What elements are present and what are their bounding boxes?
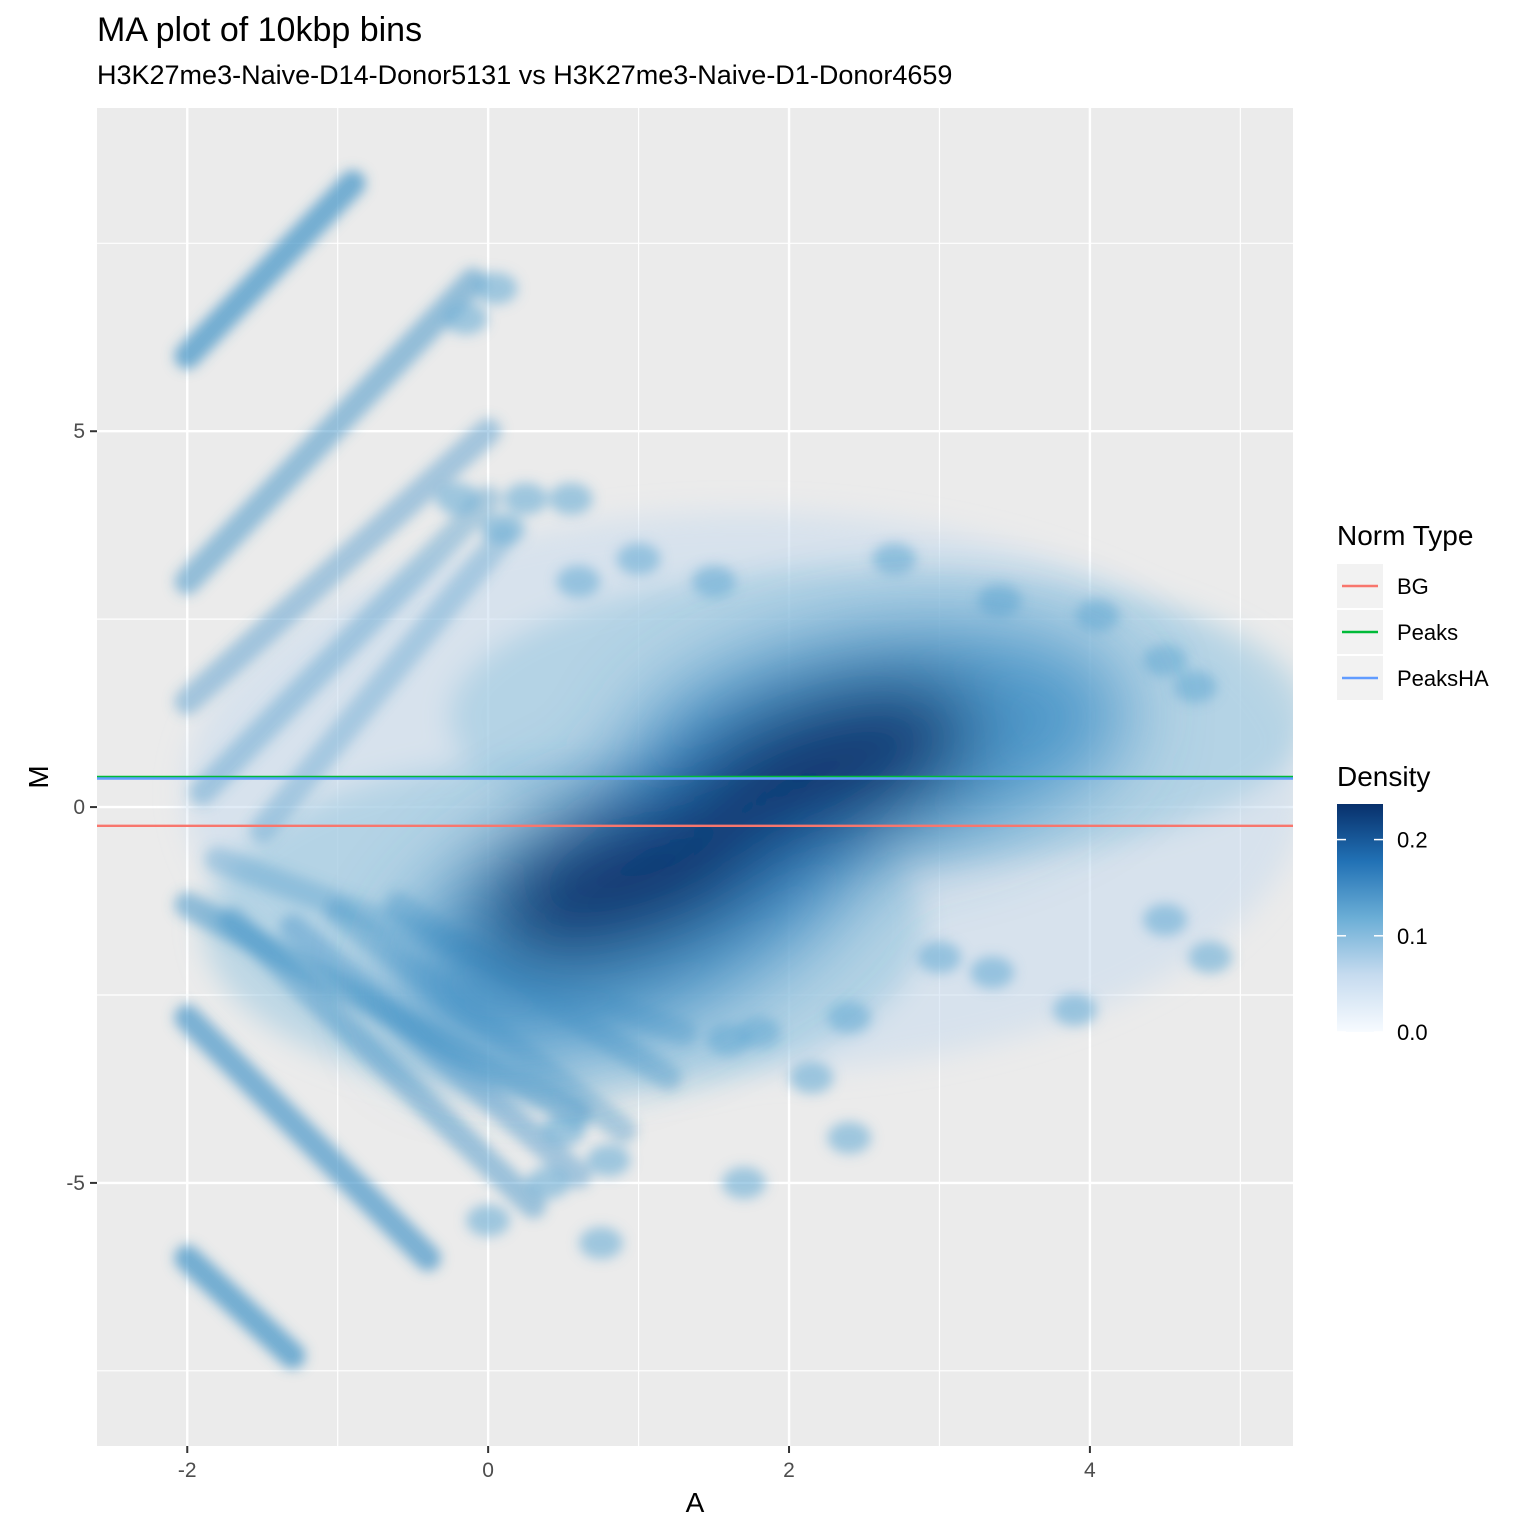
- density-layer: [174, 170, 1293, 1369]
- chart-title: MA plot of 10kbp bins: [97, 11, 422, 49]
- norm-lines: [97, 775, 1293, 828]
- norm-type-legend: BG Peaks PeaksHA: [1337, 564, 1489, 700]
- density-band: [174, 418, 502, 715]
- density-blob: [466, 1204, 511, 1237]
- density-blob: [616, 543, 661, 576]
- density-blob: [827, 1001, 872, 1034]
- y-tick-label: 0: [73, 796, 85, 819]
- x-tick-label: 4: [1084, 1459, 1096, 1482]
- density-legend-title: Density: [1337, 761, 1430, 792]
- density-peak: [689, 680, 979, 844]
- density-blob: [436, 482, 481, 515]
- density-blob: [526, 1166, 571, 1199]
- x-axis-title: A: [686, 1487, 705, 1518]
- density-band: [279, 914, 592, 1189]
- density-blob: [1188, 941, 1233, 974]
- density-blob: [827, 1121, 872, 1154]
- density-band: [219, 906, 547, 1219]
- density-band: [174, 267, 487, 595]
- x-tick-label: 0: [482, 1459, 494, 1482]
- density-band: [174, 1245, 306, 1369]
- density-band: [189, 485, 502, 806]
- density-colorbar: [1337, 804, 1383, 1032]
- density-blob: [977, 584, 1022, 617]
- x-axis-ticks: -2 0 2 4: [178, 1446, 1096, 1482]
- density-blob: [1143, 644, 1188, 677]
- x-tick-label: 2: [783, 1459, 795, 1482]
- density-blob: [578, 1227, 623, 1260]
- density-band: [174, 1004, 441, 1272]
- density-blob: [789, 1061, 834, 1094]
- legend-label-peaksha: PeaksHA: [1397, 666, 1489, 691]
- y-tick-label: -5: [66, 1172, 85, 1195]
- density-blob: [541, 1114, 586, 1147]
- y-axis-ticks: -5 0 5: [66, 420, 97, 1195]
- norm-type-legend-title: Norm Type: [1337, 520, 1473, 551]
- density-peak: [479, 801, 768, 964]
- density-blob: [1173, 670, 1218, 703]
- x-tick-label: -2: [178, 1459, 197, 1482]
- density-blob: [721, 1166, 766, 1199]
- legend-label-peaks: Peaks: [1397, 620, 1458, 645]
- density-blob: [503, 482, 548, 515]
- density-blob: [443, 302, 488, 335]
- chart-subtitle: H3K27me3-Naive-D14-Donor5131 vs H3K27me3…: [97, 60, 952, 90]
- density-blob: [691, 565, 736, 598]
- density-blob: [1075, 599, 1120, 632]
- density-blob: [917, 941, 962, 974]
- density-tick-label: 0.2: [1397, 828, 1428, 853]
- density-blob: [556, 565, 601, 598]
- density-band: [249, 523, 517, 843]
- density-blob: [548, 482, 593, 515]
- density-blob: [970, 956, 1015, 989]
- density-blob: [473, 272, 518, 305]
- density-tick-label: 0.1: [1397, 924, 1428, 949]
- density-blob: [1143, 903, 1188, 936]
- density-blob: [481, 512, 526, 545]
- density-legend-ticks: 0.0 0.1 0.2: [1337, 828, 1428, 1045]
- y-tick-label: 5: [73, 420, 85, 443]
- density-blob: [872, 543, 917, 576]
- density-blob: [736, 1016, 781, 1049]
- density-blob: [1052, 994, 1097, 1027]
- y-axis-title: M: [23, 765, 54, 788]
- density-band: [174, 170, 366, 370]
- density-blob: [586, 1144, 631, 1177]
- density-tick-label: 0.0: [1397, 1020, 1428, 1045]
- legend-label-bg: BG: [1397, 574, 1429, 599]
